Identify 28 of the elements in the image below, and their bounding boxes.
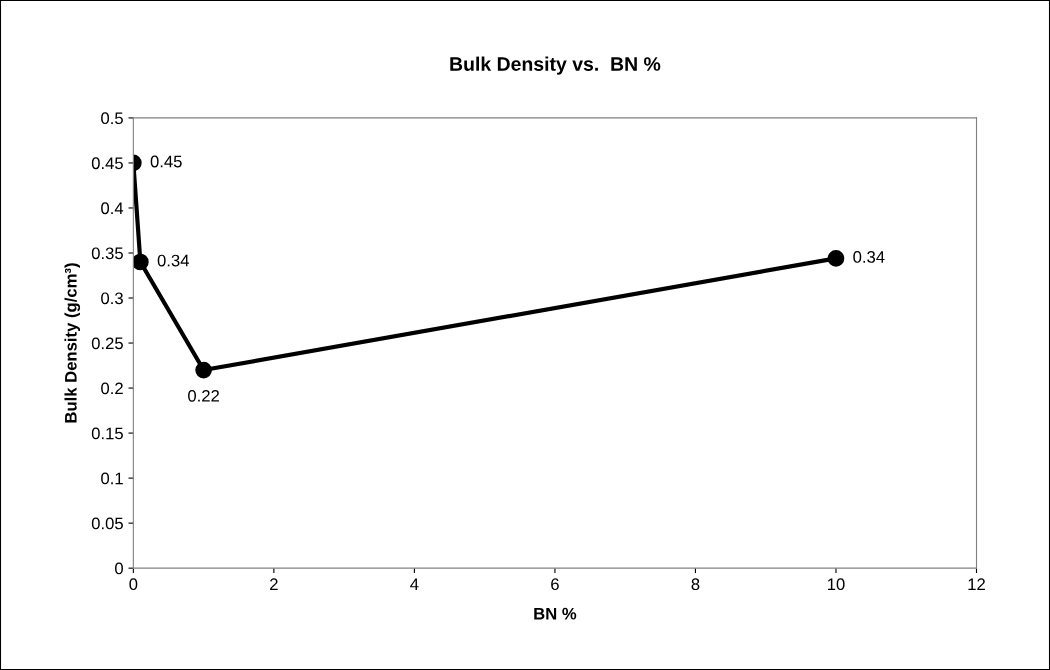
chart-title: Bulk Density vs. BN % [450, 56, 661, 75]
x-axis-title: BN % [534, 607, 577, 620]
x-tick-label: 6 [551, 578, 559, 591]
y-tick-label: 0.4 [101, 202, 124, 215]
x-tick-label: 0 [129, 578, 138, 591]
x-tick-label: 4 [410, 578, 419, 590]
y-tick-label: 0.45 [91, 157, 123, 170]
y-axis-title: Bulk Density (g/cm³) [64, 263, 81, 423]
data-label: 0.22 [188, 389, 219, 402]
y-tick-label: 0.25 [91, 337, 123, 350]
data-label: 0.45 [150, 155, 182, 168]
x-tick-label: 10 [827, 578, 845, 591]
point [133, 253, 149, 271]
y-tick-label: 0.15 [91, 427, 123, 440]
y-tick-label: 0.5 [101, 112, 123, 125]
y-tick-label: 0.2 [101, 382, 123, 395]
y-tick-label: 0.05 [91, 517, 123, 530]
y-tick-label: 0.35 [91, 247, 123, 260]
x-tick-label: 2 [270, 578, 278, 590]
x-tick-label: 12 [968, 578, 985, 590]
y-tick-label: 0 [115, 562, 123, 575]
y-tick-label: 0.3 [101, 292, 123, 305]
point [195, 361, 212, 379]
data-label: 0.34 [157, 254, 189, 267]
y-tick-label: 0.1 [101, 472, 123, 485]
x-tick-label: 8 [691, 578, 700, 591]
data-label: 0.34 [853, 251, 885, 263]
point [827, 250, 845, 267]
